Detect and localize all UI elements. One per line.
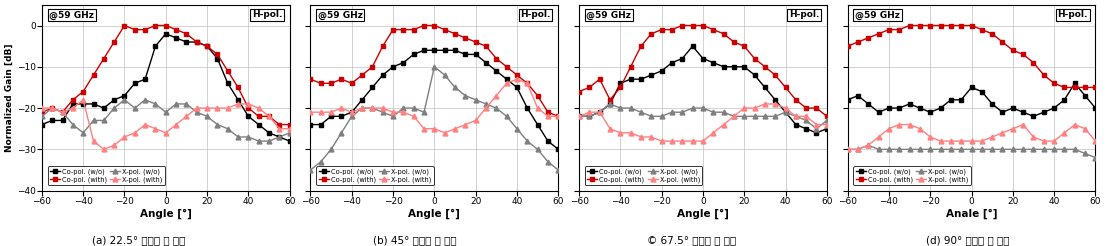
Text: @59 GHz: @59 GHz: [317, 10, 363, 20]
Text: H-pol.: H-pol.: [1057, 10, 1088, 19]
Text: (b) 45° 안테나 비 정렬: (b) 45° 안테나 비 정렬: [373, 235, 457, 245]
Text: (a) 22.5° 안테나 비 정렬: (a) 22.5° 안테나 비 정렬: [92, 235, 185, 245]
X-axis label: Anale [°]: Anale [°]: [946, 209, 998, 219]
Text: H-pol.: H-pol.: [252, 10, 282, 19]
Legend: Co-pol. (w/o), Co-pol. (with), X-pol. (w/o), X-pol. (with): Co-pol. (w/o), Co-pol. (with), X-pol. (w…: [585, 167, 702, 185]
X-axis label: Angle [°]: Angle [°]: [139, 209, 191, 219]
Text: @59 GHz: @59 GHz: [50, 10, 94, 20]
Text: @59 GHz: @59 GHz: [586, 10, 632, 20]
X-axis label: Angle [°]: Angle [°]: [677, 209, 729, 219]
Text: H-pol.: H-pol.: [789, 10, 820, 19]
Text: (d) 90° 안테나 비 정렬: (d) 90° 안테나 비 정렬: [926, 235, 1010, 245]
Legend: Co-pol. (w/o), Co-pol. (with), X-pol. (w/o), X-pol. (with): Co-pol. (w/o), Co-pol. (with), X-pol. (w…: [316, 167, 434, 185]
X-axis label: Angle [°]: Angle [°]: [408, 209, 460, 219]
Text: H-pol.: H-pol.: [521, 10, 551, 19]
Text: © 67.5° 안테나 비 정렬: © 67.5° 안테나 비 정렬: [647, 235, 735, 245]
Legend: Co-pol. (w/o), Co-pol. (with), X-pol. (w/o), X-pol. (with): Co-pol. (w/o), Co-pol. (with), X-pol. (w…: [48, 167, 165, 185]
Legend: Co-pol. (w/o), Co-pol. (with), X-pol. (w/o), X-pol. (with): Co-pol. (w/o), Co-pol. (with), X-pol. (w…: [854, 167, 971, 185]
Text: @59 GHz: @59 GHz: [855, 10, 900, 20]
Y-axis label: Normalized Gain [dB]: Normalized Gain [dB]: [4, 44, 14, 152]
